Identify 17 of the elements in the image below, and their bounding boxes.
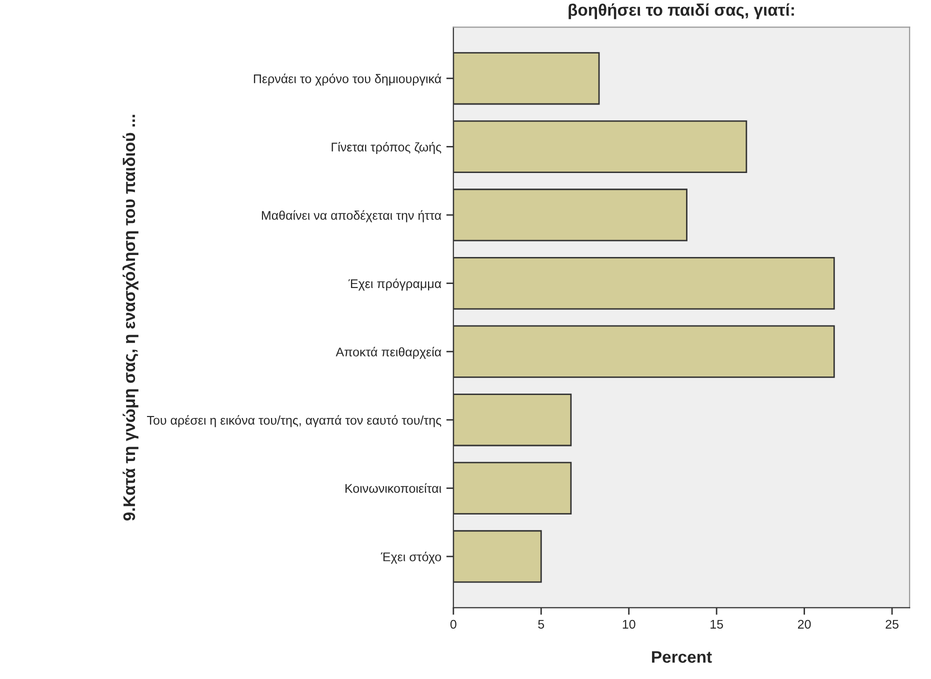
y-tick-label: Κοινωνικοποιείται	[345, 483, 442, 493]
y-tick-label: Περνάει το χρόνο του δημιουργικά	[254, 74, 442, 86]
y-tick-label: Γίνεται τρόπος ζωής	[332, 142, 442, 154]
y-tick-label: Μαθαίνει να αποδέχεται την ήττα	[262, 210, 442, 222]
x-tick-label: 0	[450, 620, 456, 629]
y-axis-title: 9.Κατά τη γνώμη σας, η ενασχόληση του παιδιού ...	[122, 114, 138, 521]
x-tick-label: 15	[710, 620, 724, 629]
y-tick-label: Του αρέσει η εικόνα του/της, αγαπά τον εαυτό του/της	[147, 415, 442, 428]
x-tick-label: 5	[538, 620, 544, 629]
chart-title: βοηθήσει το παιδί σας, γιατί:	[568, 3, 794, 20]
x-axis-title: Percent	[652, 651, 712, 663]
y-tick-label: Έχει στόχο	[380, 552, 442, 564]
x-tick-label: 25	[886, 620, 898, 629]
x-tick-label: 10	[622, 620, 636, 629]
y-tick-label: Έχει πρόγραμμα	[348, 278, 442, 291]
y-tick-label: Αποκτά πειθαρχεία	[336, 346, 442, 359]
x-tick-label: 20	[798, 620, 811, 629]
